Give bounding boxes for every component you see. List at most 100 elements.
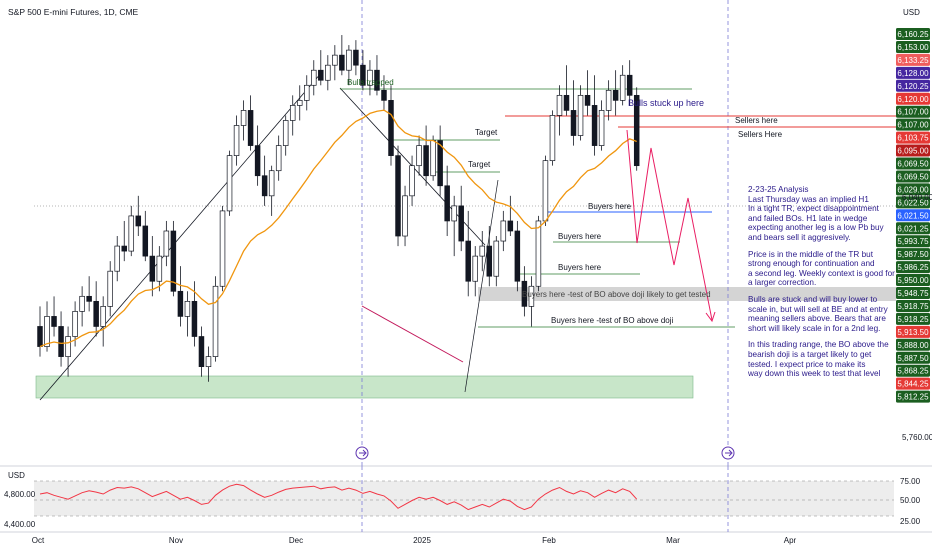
arrow-circle-icon[interactable] [355,446,369,460]
candle [528,285,535,307]
candle [289,105,296,121]
candle [72,311,78,337]
candle [212,285,219,357]
price-tag-label: 5,887.50 [897,354,929,363]
price-tag-label: 6,153.00 [897,43,929,52]
candle [233,125,240,156]
price-tag [896,312,930,325]
candle [479,245,486,257]
time-axis[interactable]: Oct Nov Dec 2025 Feb Mar Apr [32,536,797,545]
candle [65,336,71,357]
price-tag-label: 6,029.00 [897,185,929,194]
price-tag [896,235,930,248]
price-tag-label: 6,103.75 [897,134,929,143]
price-tag-label: 5,888.00 [897,341,929,350]
wedge-line [361,305,464,363]
candle [458,205,464,242]
price-tag-label: 6,107.00 [897,121,929,130]
price-tag [896,248,930,261]
candle [493,240,500,277]
candle [346,49,352,71]
analysis-text: 2-23-25 Analysis Last Thursday was an im… [748,185,930,386]
candle [149,255,156,282]
price-tag [896,261,930,274]
candle [332,54,338,66]
price-tag-label: 6,120.00 [897,95,929,104]
currency-label: USD [903,8,920,17]
candle [374,69,380,91]
price-tag-label: 5,918.75 [897,302,929,311]
ann-sellers-1: Sellers here [735,116,778,125]
candle [451,205,457,222]
price-tag [896,287,930,299]
price-tag-label: 6,107.00 [897,108,929,117]
price-tag [896,105,930,118]
candle [472,255,478,282]
osc-currency-label: USD [8,471,25,480]
time-axis-label: Apr [784,536,797,545]
candle [542,160,549,222]
time-axis-label: Nov [169,536,183,545]
ann-buyers-1: Buyers here [588,202,632,211]
price-tag-label: 5,812.25 [897,393,929,402]
price-tag [896,144,930,157]
price-tag-label: 5,918.25 [897,315,929,324]
candle [254,145,261,177]
candle [51,316,57,327]
green-support-zone [35,375,694,399]
gray-bo-zone [478,287,896,301]
candle [304,84,310,101]
price-tag-label: 5,986.25 [897,263,929,272]
candle [107,270,113,307]
candle [282,120,289,146]
price-axis-label: 6,040.00 [902,193,932,202]
candle [444,185,450,222]
price-tag-label: 6,095.00 [897,147,929,156]
price-tag-label: 6,133.25 [897,56,929,65]
candle [275,145,282,172]
price-axis[interactable]: 6,160.25 6,153.00 6,133.25 6,128.00 6,120.25… [896,28,932,442]
candle [598,110,605,146]
candle [563,94,570,111]
time-axis-label: 2025 [413,536,431,545]
price-tag-label: 6,069.50 [897,172,929,181]
price-tag-label: 6,128.00 [897,69,929,78]
ann-bulls-trapped: Bulls trapped [347,78,394,87]
candle [268,170,275,197]
analysis-para-2: Price is in the middle of the TR but str… [748,249,895,288]
osc-axis: 75.00 50.00 25.00 4,800.00 4,400.00 [4,477,921,529]
price-tag [896,40,930,53]
price-tag [896,274,930,287]
osc-axis-label: 75.00 [900,477,921,486]
candles-group [37,35,640,382]
price-tag [896,364,930,377]
candle [500,220,507,242]
osc-axis-label: 50.00 [900,496,921,505]
ann-buyers-doji: Buyers here -test of BO above doji [551,316,674,325]
price-axis-label: 5,760.00 [902,433,932,442]
osc-left-axis-label: 4,400.00 [4,520,36,529]
ema-line [39,109,637,348]
ann-target-1: Target [475,128,498,137]
price-tag-label: 5,993.75 [897,237,929,246]
candle [584,94,591,106]
forecast-path [626,129,713,321]
candle [311,69,317,86]
candle [226,155,233,212]
price-tag [896,66,930,79]
oscillator-line [39,483,638,511]
steep-trendline [464,179,499,393]
candle [135,215,142,227]
candle [353,49,359,66]
candle [121,245,127,252]
candle [437,140,443,187]
candle [58,326,64,357]
candle [423,145,429,177]
ann-buyers-2: Buyers here [558,232,602,241]
candle [402,195,408,237]
candle [367,69,373,86]
ann-buyers-zone: Buyers here -test of BO above doji likel… [522,290,711,299]
candle [577,94,584,136]
arrow-circle-icon[interactable] [721,446,735,460]
